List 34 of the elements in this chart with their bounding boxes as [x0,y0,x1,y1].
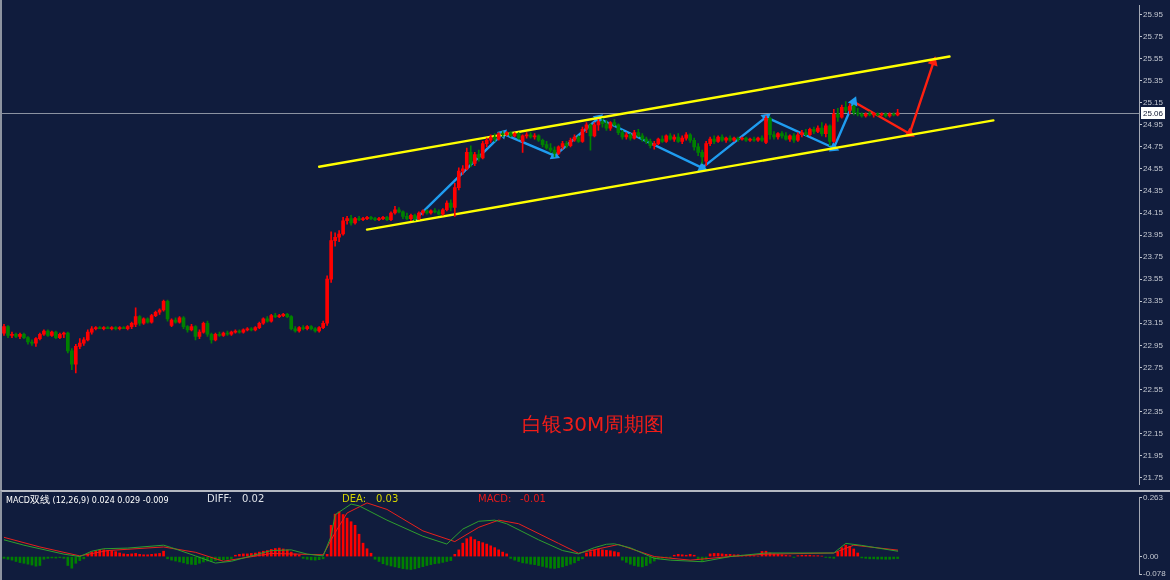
annotation: MACD双线 (12,26,9) 0.024 0.029 -0.009 [6,494,169,505]
y-tick-label: 25.15 [1143,98,1164,108]
y-tick-label: 21.75 [1143,472,1164,482]
y-tick-label: 25.75 [1143,31,1164,41]
annotation: 0.03 [376,493,399,504]
y-tick-label: 23.15 [1143,318,1164,328]
y-tick-label: 25.55 [1143,53,1164,63]
y-tick-label: 25.35 [1143,75,1164,85]
ref-line-label: 25.06 [1143,108,1164,118]
y-tick-label: -0.078 [1143,569,1167,579]
y-tick-label: 22.55 [1143,384,1164,394]
annotation: DEA: [342,493,367,504]
y-tick-label: 23.75 [1143,252,1164,262]
y-tick-label: 24.55 [1143,164,1164,174]
y-tick-label: 23.35 [1143,296,1164,306]
y-tick-label: 24.75 [1143,142,1164,152]
y-tick-label: 22.35 [1143,406,1164,416]
y-tick-label: 0.00 [1143,551,1160,561]
y-tick-label: 23.55 [1143,274,1164,284]
y-tick-label: 25.95 [1143,9,1164,19]
y-tick-label: 24.35 [1143,186,1164,196]
y-tick-label: 22.95 [1143,340,1164,350]
y-tick-label: 0.263 [1143,493,1164,502]
y-tick-label: 22.15 [1143,428,1164,438]
annotation: 0.02 [242,493,265,504]
annotation: MACD: [478,493,512,504]
annotation: 白银30M周期图 [521,412,665,436]
y-tick-label: 24.15 [1143,208,1164,218]
annotation: -0.01 [520,493,546,504]
annotation: DIFF: [207,493,232,504]
y-tick-label: 24.95 [1143,120,1164,130]
y-tick-label: 23.95 [1143,230,1164,240]
y-tick-label: 21.95 [1143,450,1164,460]
y-tick-label: 22.75 [1143,362,1164,372]
